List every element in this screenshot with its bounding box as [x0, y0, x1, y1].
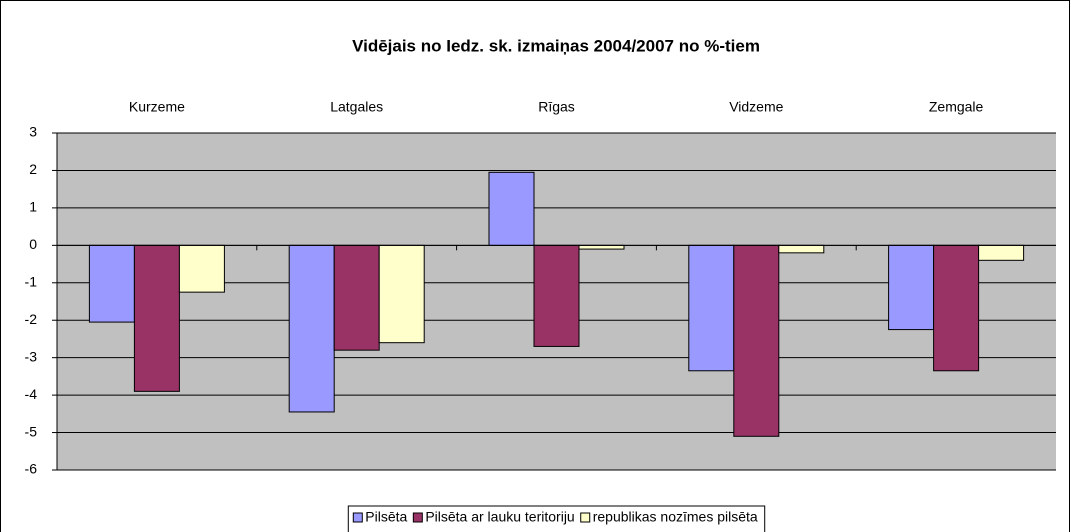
bar [933, 244, 980, 372]
legend-label: republikas nozīmes pilsēta [593, 509, 758, 525]
y-tick-label: -1 [25, 273, 38, 289]
bar [578, 244, 625, 250]
category-label: Latgales [330, 99, 383, 115]
bar [378, 244, 425, 344]
legend-label: Pilsēta ar lauku teritoriju [425, 509, 574, 525]
bar [88, 244, 135, 323]
bar [178, 244, 225, 293]
y-tick-label: -2 [25, 311, 38, 327]
bar [888, 244, 935, 331]
legend-swatch [352, 512, 363, 523]
category-label: Zemgale [929, 99, 984, 115]
legend-label: Pilsēta [365, 509, 407, 525]
bar [778, 244, 825, 254]
bar [978, 244, 1025, 261]
y-tick-label: -5 [25, 423, 38, 439]
bar [533, 244, 580, 347]
y-tick-label: -3 [25, 348, 38, 364]
legend-swatch [580, 512, 591, 523]
category-label: Kurzeme [129, 99, 185, 115]
y-tick-label: 3 [29, 124, 37, 140]
legend-swatch [412, 512, 423, 523]
chart-title: Vidējais no Iedz. sk. izmaiņas 2004/2007… [352, 36, 760, 55]
category-label: Vidzeme [729, 99, 783, 115]
bar [333, 244, 380, 351]
bar [688, 244, 735, 372]
bar [733, 244, 780, 437]
bar [133, 244, 180, 392]
y-tick-label: 2 [29, 161, 37, 177]
bar [488, 171, 535, 246]
bar [288, 244, 335, 413]
y-tick-label: -6 [25, 461, 38, 477]
y-tick-label: 1 [29, 199, 37, 215]
y-tick-label: -4 [25, 386, 38, 402]
legend: Pilsēta Pilsēta ar lauku teritoriju republ… [347, 505, 766, 532]
y-tick-label: 0 [29, 236, 37, 252]
category-label: Rīgas [538, 99, 575, 115]
